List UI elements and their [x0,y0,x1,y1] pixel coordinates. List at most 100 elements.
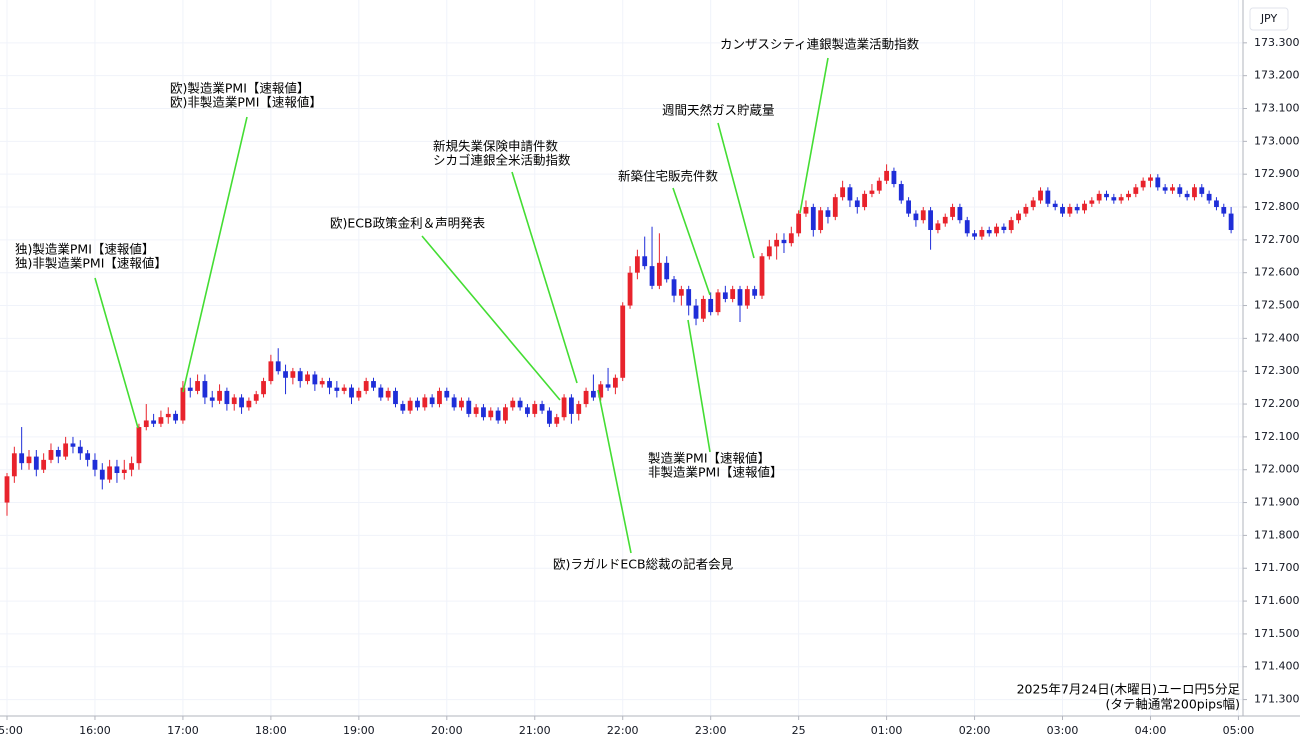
candle-body [253,394,259,401]
candle-body [1155,177,1161,188]
candle-body [290,371,296,378]
candle-body [942,216,948,224]
candle-body [349,387,354,398]
candle-body [356,390,362,398]
candle-body [532,404,538,414]
candle-body [744,289,750,306]
candles [4,164,1234,516]
candle-body [217,390,222,401]
annotation-text: 欧)製造業PMI【速報値】 [170,81,309,96]
candle-body [561,397,567,418]
annotation-text: 製造業PMI【速報値】 [648,451,770,466]
candle-body [649,266,655,286]
candle-body [1096,193,1102,201]
candle-body [832,197,838,217]
candle-body [1177,187,1183,194]
candle-body [444,390,450,398]
candle-body [26,456,32,464]
candle-body [913,213,919,221]
candle-body [906,200,911,214]
x-tick-label: 03:00 [1047,724,1079,737]
candle-body [752,289,758,296]
annotation-text: 欧)非製造業PMI【速報値】 [170,95,322,110]
candle-body [1023,207,1029,214]
candle-body [19,453,25,464]
y-tick-label: 172.500 [1254,299,1300,312]
candle-body [33,456,39,470]
candle-body [1089,200,1095,204]
x-tick-label: 16:00 [79,724,111,737]
candle-body [224,390,230,405]
candle-body [671,279,677,296]
candle-body [700,298,706,319]
candle-body [451,397,457,408]
candle-body [1001,226,1007,231]
annotation-connector [687,319,711,453]
candle-body [994,226,999,234]
candle-body [488,410,494,418]
annotations: 独)製造業PMI【速報値】独)非製造業PMI【速報値】 欧)製造業PMI【速報値】… [15,37,920,572]
candle-body [268,361,274,382]
candle-body [209,397,215,401]
candle-body [642,256,648,267]
candle-body [598,384,604,398]
candle-body [957,207,963,221]
candle-body [862,193,868,208]
y-tick-label: 173.100 [1254,102,1300,115]
x-tick-label: 22:00 [607,724,639,737]
candle-body [1214,200,1219,208]
candle-body [77,446,83,454]
candle-body [1228,213,1234,231]
candle-body [1206,193,1212,201]
candle-body [107,466,113,480]
y-tick-label: 171.700 [1254,561,1300,574]
candle-body [1060,207,1065,214]
y-tick-label: 172.000 [1254,463,1300,476]
candle-body [165,413,171,418]
y-tick-label: 171.300 [1254,693,1300,706]
x-tick-label: 23:00 [695,724,727,737]
candle-body [591,390,596,398]
y-tick-label: 173.300 [1254,36,1300,49]
candle-body [766,246,772,257]
candle-body [1140,180,1146,188]
candle-body [327,381,332,388]
candle-body [275,361,281,372]
candle-body [803,207,809,214]
annotation-text: 新築住宅販売件数 [618,169,719,184]
x-tick-label: 01:00 [871,724,903,737]
candle-body [114,466,120,474]
candle-body [510,400,516,408]
candle-body [664,262,670,280]
candle-body [239,397,244,408]
candle-body [158,417,164,424]
y-tick-label: 172.200 [1254,397,1300,410]
candle-body [708,298,714,313]
candle-body [517,400,523,408]
candle-body [63,443,69,457]
y-tick-label: 173.200 [1254,69,1300,82]
annotation-text: カンザスシティ連銀製造業活動指数 [720,37,920,52]
annotation-text: 非製造業PMI【速報値】 [648,465,783,480]
candle-body [847,187,853,201]
candle-body [319,381,325,385]
candle-body [180,387,186,421]
candle-body [334,387,340,391]
candle-body [722,292,728,299]
candle-body [187,387,193,391]
axes: 171.300 171.400 171.500 171.600 171.700 171.8… [0,36,1300,737]
candle-body [503,407,508,421]
candle-body [1192,187,1197,198]
candle-body [576,404,582,414]
candle-body [363,381,369,391]
candle-body [99,469,105,480]
candle-body [385,390,391,398]
annotation-connector [717,122,755,259]
annotation-connector [94,277,139,429]
candle-body [1126,193,1131,198]
candle-body [1148,177,1153,181]
candle-body [869,190,875,194]
annotation-text: 週間天然ガス貯蔵量 [662,103,775,118]
annotation-text: 欧)ラガルドECB総裁の記者会見 [553,557,734,572]
